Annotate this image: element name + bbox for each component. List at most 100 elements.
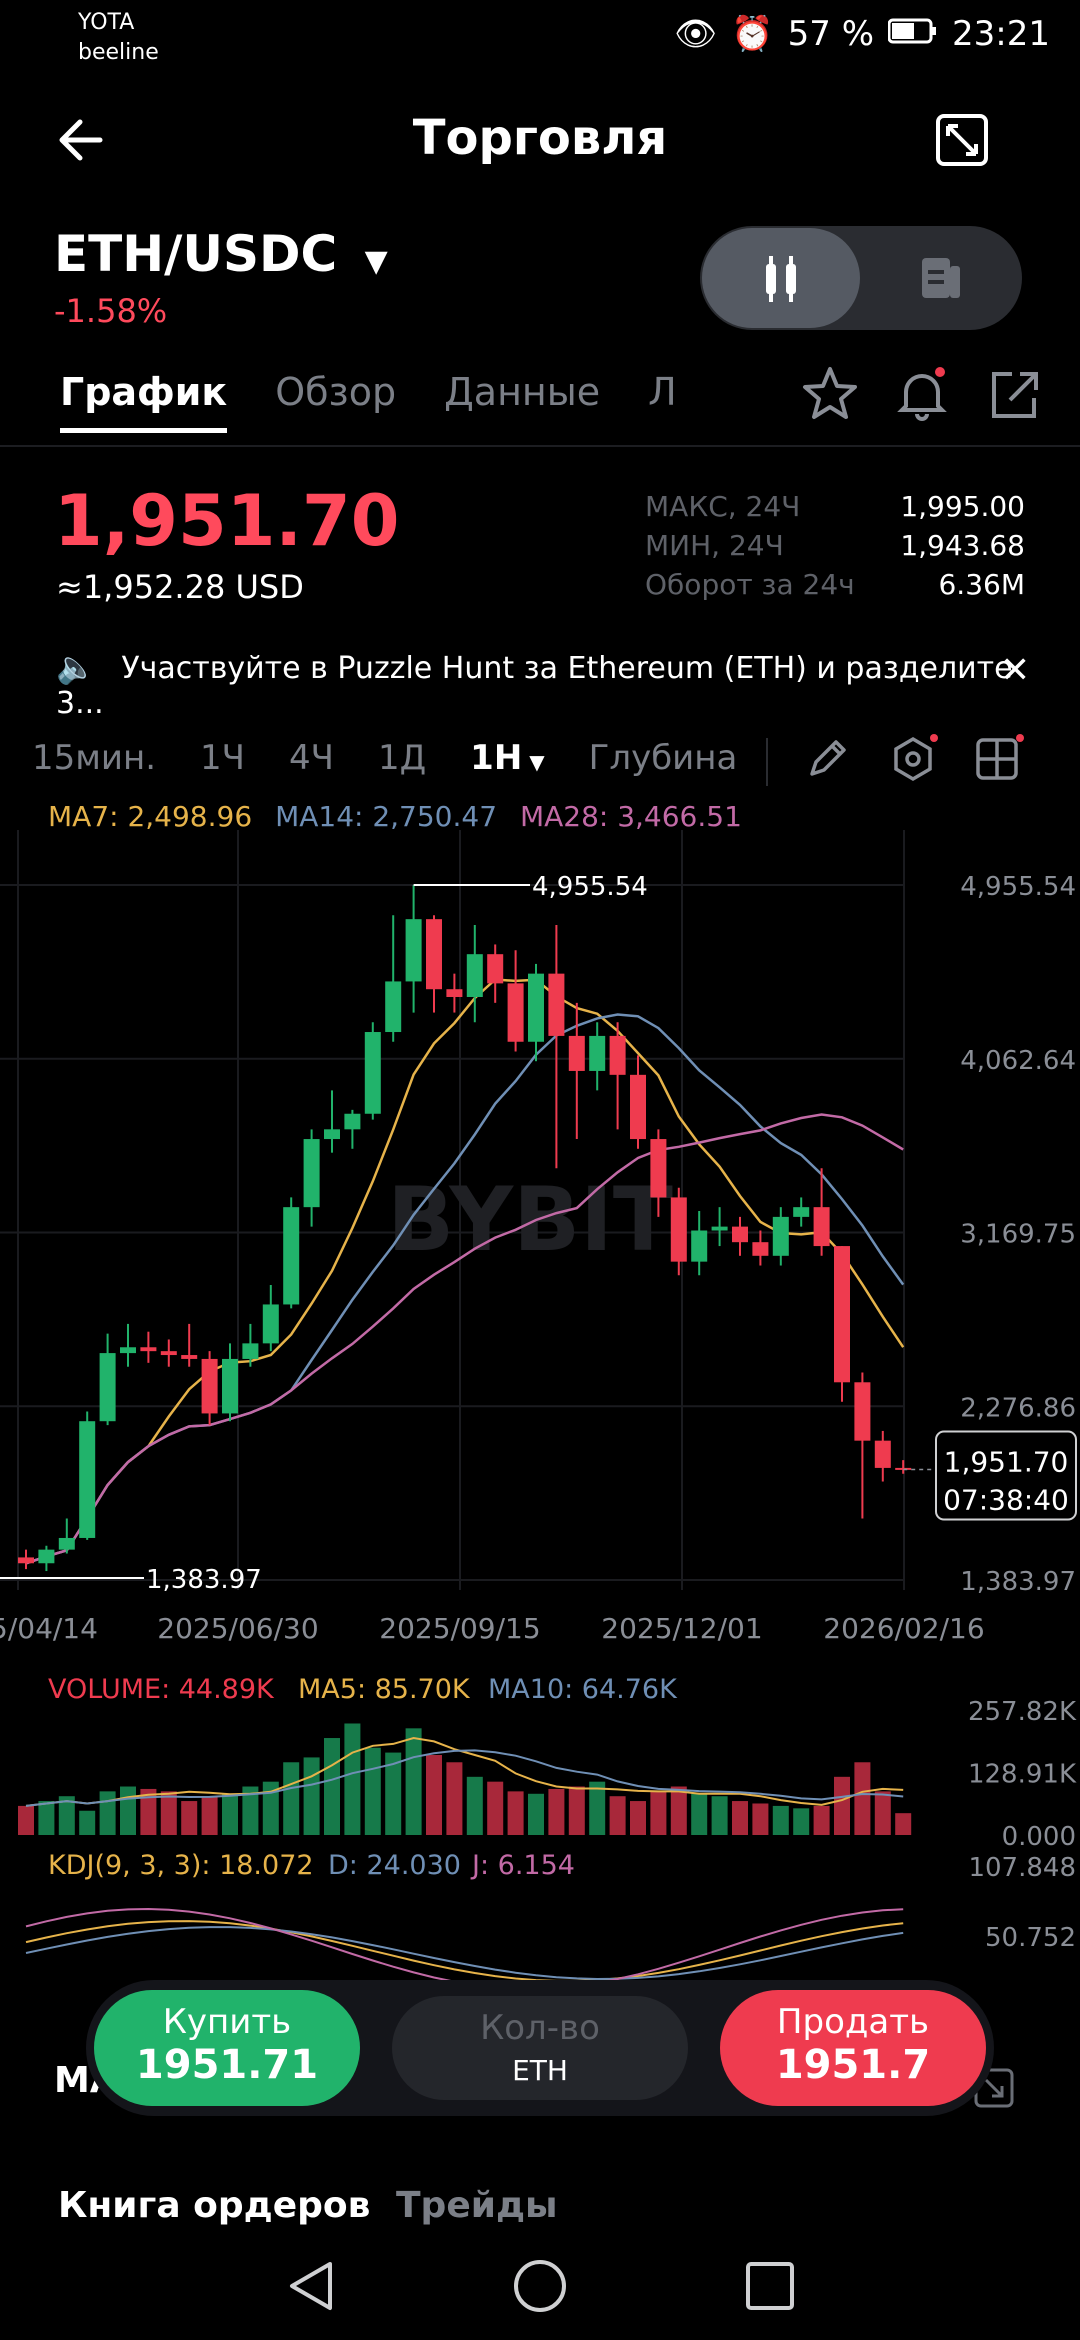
volume-bar: [99, 1791, 116, 1835]
kdj-d-line: [25, 1926, 904, 1980]
volume-bar: [630, 1801, 646, 1835]
quantity-input[interactable]: Кол-во ETH: [392, 1996, 688, 2100]
candle-body: [242, 1343, 259, 1359]
y-tick-label: 4,062.64: [960, 1046, 1076, 1076]
candle-body: [303, 1139, 320, 1208]
volume-bar: [58, 1796, 75, 1835]
stat-value: 1,995.00: [900, 490, 1025, 523]
candle-body: [772, 1216, 789, 1256]
expand-icon[interactable]: [934, 112, 990, 172]
usd-price: ≈1,952.28 USD: [56, 568, 304, 606]
volume-bar: [385, 1752, 402, 1835]
candle-body: [18, 1557, 34, 1564]
nav-home-icon[interactable]: [512, 2258, 568, 2318]
candle-body: [732, 1226, 748, 1243]
candle-body: [364, 1032, 381, 1114]
sell-button[interactable]: Продать 1951.7: [720, 1990, 986, 2106]
candle-body: [568, 1035, 585, 1071]
interval-1d[interactable]: 1Д: [377, 738, 427, 778]
candle-body: [874, 1440, 891, 1468]
layout-grid-icon[interactable]: [974, 734, 1024, 788]
ma14-label: MA14: 2,750.47: [275, 800, 498, 833]
battery-percent: 57 %: [787, 14, 875, 54]
pencil-icon[interactable]: [806, 736, 850, 784]
volume-bar: [426, 1755, 442, 1835]
candle-body: [793, 1207, 810, 1217]
pair-name: ETH/USDC: [54, 225, 338, 283]
interval-1w-label: 1Н: [470, 738, 523, 778]
clock: 23:21: [952, 14, 1050, 54]
tab-data[interactable]: Данные: [444, 370, 601, 414]
candle-body: [834, 1246, 850, 1383]
bell-icon[interactable]: [892, 364, 952, 428]
volume-bar: [752, 1803, 769, 1835]
divider: [0, 445, 1080, 447]
back-icon[interactable]: [54, 112, 110, 172]
indicator-icon[interactable]: [888, 734, 938, 788]
volume-bar: [242, 1786, 259, 1835]
stat-value: 6.36M: [938, 568, 1025, 601]
volume-bar: [201, 1796, 218, 1835]
battery-icon: [887, 14, 938, 54]
volume-bar: [79, 1810, 96, 1835]
candle-body: [507, 983, 524, 1042]
interval-4h[interactable]: 4Ч: [289, 738, 334, 778]
watermark: BYBIT: [387, 1168, 673, 1271]
tab-order-book[interactable]: Книга ордеров: [58, 2185, 371, 2226]
volume-ma10-line: [25, 1749, 904, 1807]
candle-body: [79, 1421, 96, 1538]
volume-bar: [834, 1776, 850, 1835]
stat-label: Оборот за 24ч: [645, 568, 855, 601]
candle-body: [752, 1242, 769, 1256]
promo-banner[interactable]: 🔈 Участвуйте в Puzzle Hunt за Ethereum (…: [56, 648, 1056, 721]
candle-body: [160, 1351, 177, 1356]
interval-bar: 15мин. 1Ч 4Ч 1Д 1Н ▼ Глубина: [32, 738, 737, 778]
alarm-icon: ⏰: [731, 14, 774, 54]
view-toggle[interactable]: [700, 226, 1022, 330]
y-tick-label: 1,383.97: [960, 1567, 1076, 1597]
candle-body: [262, 1304, 279, 1344]
interval-1h[interactable]: 1Ч: [200, 738, 245, 778]
candle-body: [99, 1353, 116, 1422]
candle-body: [609, 1035, 626, 1075]
candle-body: [201, 1358, 218, 1414]
interval-15m[interactable]: 15мин.: [32, 738, 157, 778]
eye-icon: 👁: [674, 14, 718, 54]
orderbook-view-button[interactable]: [860, 228, 1020, 328]
high-marker-label: 4,955.54: [532, 872, 648, 902]
price-chart[interactable]: 4,955.54 4,062.64 3,169.75 2,276.86 1,383.97…: [0, 830, 1080, 1980]
carrier-name: YOTA: [78, 10, 135, 35]
pair-selector[interactable]: ETH/USDC ▼: [54, 225, 388, 283]
x-tick-label: 2025/12/01: [601, 1612, 762, 1645]
tab-overview[interactable]: Обзор: [275, 370, 397, 414]
volume-bar: [405, 1728, 422, 1835]
page-title: Торговля: [412, 110, 668, 166]
candles-view-button[interactable]: [702, 228, 860, 328]
nav-recents-icon[interactable]: [744, 2260, 796, 2316]
interval-depth[interactable]: Глубина: [588, 738, 738, 778]
tab-chart[interactable]: График: [60, 370, 228, 433]
close-icon[interactable]: ✕: [1000, 650, 1031, 691]
tab-more[interactable]: Л: [648, 370, 677, 414]
candle-body: [181, 1355, 198, 1359]
stat-label: МАКС, 24Ч: [645, 490, 801, 523]
status-right: 👁 ⏰ 57 % 23:21: [674, 14, 1050, 54]
y-tick-label: 4,955.54: [960, 872, 1076, 902]
y-tick-label: 3,169.75: [960, 1220, 1076, 1250]
candle-body: [446, 989, 463, 997]
volume-bar: [120, 1786, 136, 1835]
buy-button[interactable]: Купить 1951.71: [94, 1990, 360, 2106]
candle-body: [813, 1207, 830, 1247]
tab-trades[interactable]: Трейды: [396, 2185, 558, 2226]
candle-body: [344, 1113, 361, 1130]
nav-back-icon[interactable]: [284, 2258, 336, 2318]
volume-legend: VOLUME: 44.89K: [48, 1674, 275, 1705]
y-tick-label: 2,276.86: [960, 1393, 1076, 1423]
share-icon[interactable]: [984, 366, 1044, 430]
low-marker-label: 1,383.97: [146, 1565, 262, 1595]
star-icon[interactable]: [800, 364, 860, 428]
interval-1w[interactable]: 1Н ▼: [470, 738, 544, 778]
x-tick-label: 2025/06/30: [157, 1612, 318, 1645]
ma28-line: [25, 1113, 904, 1565]
candle-body: [120, 1347, 136, 1354]
